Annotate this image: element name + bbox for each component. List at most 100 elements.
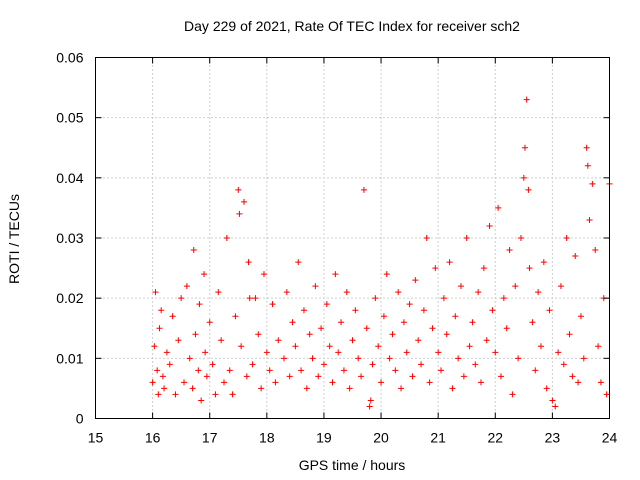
data-point [240,198,247,205]
data-point [232,313,239,320]
data-point [266,367,273,374]
data-point [196,301,203,308]
data-point [595,343,602,350]
data-point [575,379,582,386]
data-point [586,216,593,223]
data-point [154,367,161,374]
data-point [560,361,567,368]
data-point [272,379,279,386]
data-point [443,331,450,338]
data-point [406,301,413,308]
data-point [418,361,425,368]
data-point [369,361,376,368]
data-point [415,337,422,344]
data-point [398,385,405,392]
data-point [566,331,573,338]
data-point [309,355,316,362]
data-point [409,373,416,380]
data-layer [149,96,613,410]
data-point [280,355,287,362]
data-point [543,385,550,392]
data-point [563,235,570,241]
data-point [400,319,407,326]
data-point [149,379,156,386]
data-point [335,349,342,356]
data-point [258,385,265,392]
data-point [569,373,576,380]
x-tick-label: 21 [430,430,446,446]
data-point [298,367,305,374]
data-point [315,373,322,380]
data-point [260,271,267,278]
data-point [201,271,208,278]
data-point [263,349,270,356]
data-point [255,331,262,338]
data-point [525,186,532,193]
data-point [572,253,579,260]
data-point [243,373,250,380]
data-point [460,373,467,380]
data-point [469,319,476,326]
x-tick-label: 20 [373,430,389,446]
data-point [358,373,365,380]
x-axis-label: GPS time / hours [298,457,406,473]
data-point [332,271,339,278]
data-point [557,283,564,290]
y-tick-label: 0.03 [56,230,83,246]
data-point [584,162,591,169]
data-point [190,247,197,254]
data-point [438,367,445,374]
x-tick-label: 18 [259,430,275,446]
data-point [489,307,496,314]
data-point [475,289,482,296]
data-point [426,379,433,386]
data-point [203,373,210,380]
data-point [318,325,325,332]
data-point [367,397,374,404]
data-point [452,313,459,320]
data-point [245,259,252,266]
data-point [486,222,493,229]
data-point [212,391,219,398]
data-point [515,355,522,362]
data-point [286,373,293,380]
x-tick-label: 15 [88,430,104,446]
data-point [366,403,373,410]
data-point [449,385,456,392]
data-point [175,337,182,344]
data-point [236,210,243,217]
data-point [320,361,327,368]
data-point [580,355,587,362]
data-point [478,379,484,386]
chart-title: Day 229 of 2021, Rate Of TEC Index for r… [184,18,520,34]
data-point [383,271,390,278]
data-point [549,397,556,404]
data-point [352,307,359,314]
data-point [183,283,190,290]
data-point [289,319,296,326]
data-point [338,319,345,326]
data-point [218,337,225,344]
data-point [597,379,604,386]
data-point [546,307,553,314]
data-point [472,361,479,368]
data-point [589,180,596,187]
data-point [249,361,256,368]
x-tick-label: 17 [202,430,218,446]
data-point [329,379,336,386]
data-point [238,343,245,350]
data-point [403,349,410,356]
data-point [395,289,402,296]
data-point [178,295,185,302]
data-point [275,337,282,344]
data-point [300,307,307,314]
data-point [523,96,530,103]
data-point [455,355,462,362]
data-point [552,403,559,410]
data-point [512,283,519,290]
data-point [306,331,313,338]
data-point [380,313,387,320]
data-point [202,349,209,356]
data-point [360,186,367,193]
data-point [497,373,504,380]
